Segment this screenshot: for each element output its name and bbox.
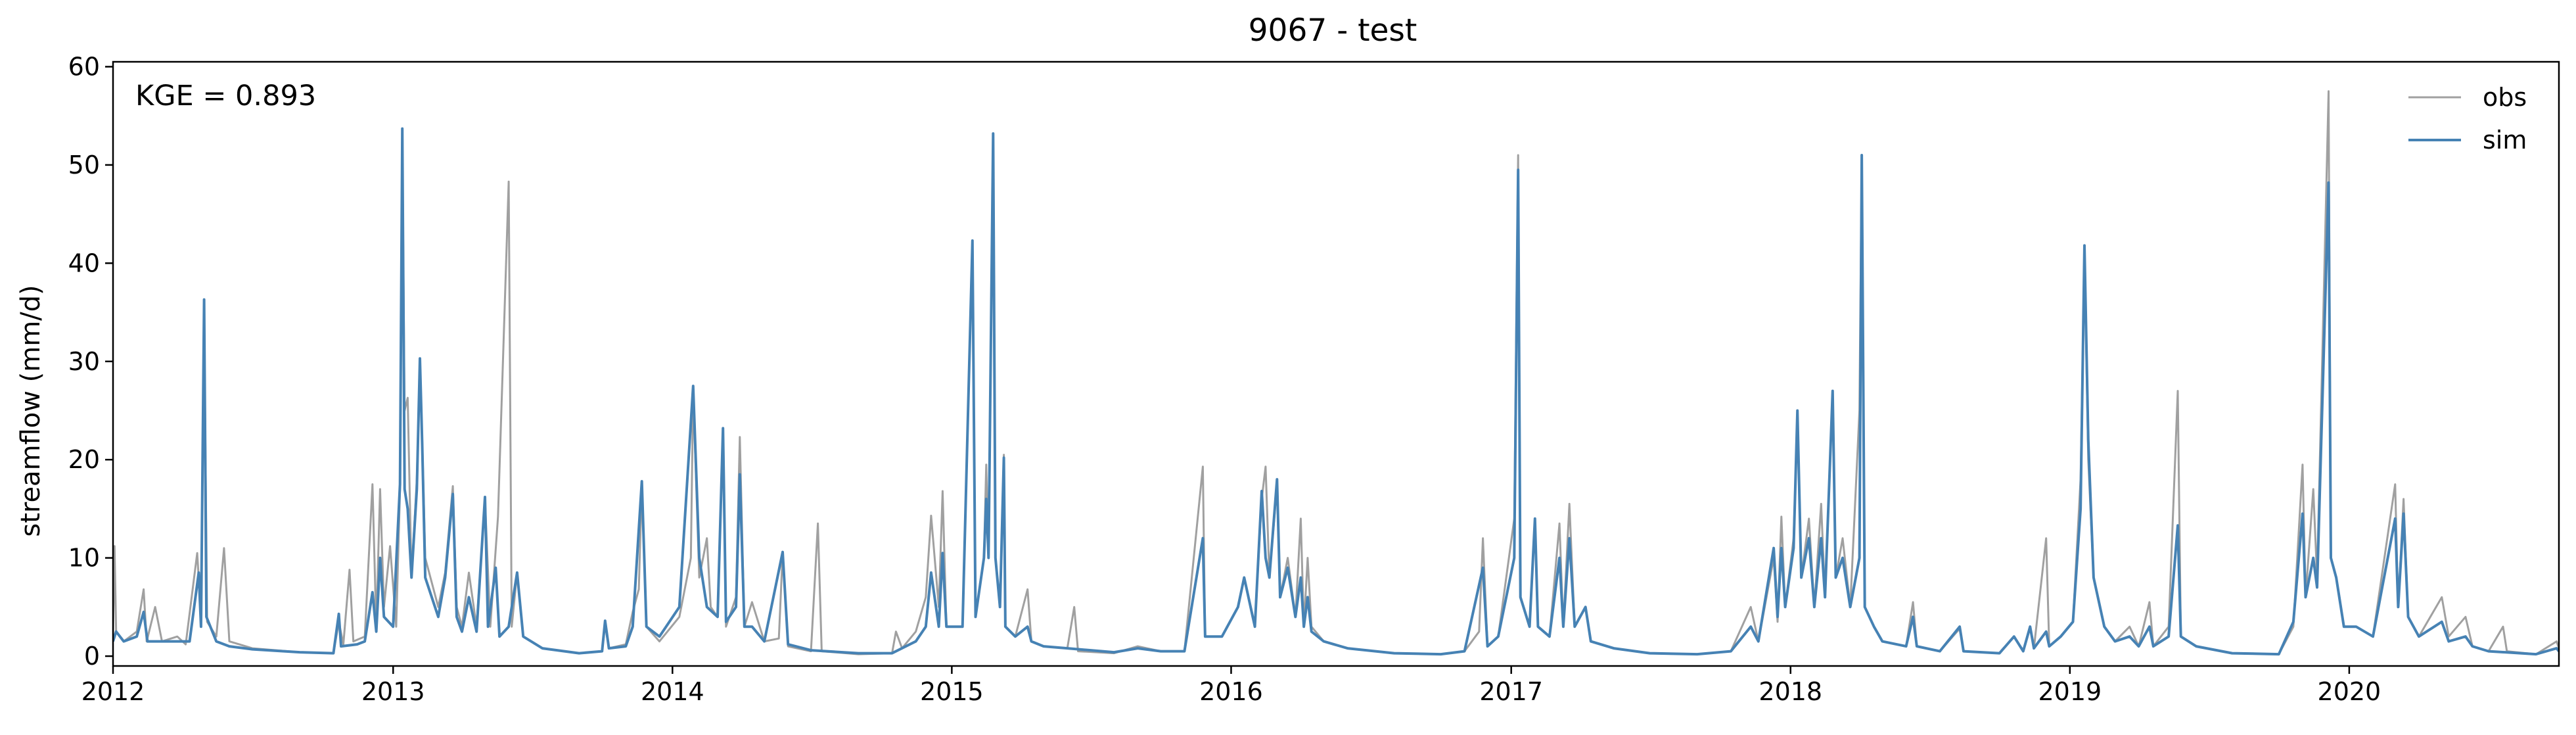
x-tick-label: 2016 [1199, 677, 1263, 706]
y-axis-label: streamflow (mm/d) [16, 285, 46, 536]
y-axis: 0 10 20 30 40 50 60 [68, 52, 113, 671]
y-tick-label: 50 [68, 151, 100, 179]
x-tick-label: 2017 [1479, 677, 1543, 706]
legend-label-sim: sim [2483, 126, 2527, 154]
kge-annotation: KGE = 0.893 [135, 80, 316, 112]
y-tick-label: 60 [68, 52, 100, 81]
x-tick-label: 2014 [641, 677, 704, 706]
x-tick-label: 2013 [361, 677, 425, 706]
series-layer [113, 90, 2559, 656]
plot-frame [112, 60, 2560, 667]
y-tick-label: 30 [68, 347, 100, 376]
x-tick-label: 2012 [81, 677, 145, 706]
x-tick-label: 2020 [2318, 677, 2381, 706]
x-axis: 2012 2013 2014 2015 2016 2017 2018 2019 2020 [81, 666, 2381, 706]
x-tick-label: 2015 [920, 677, 984, 706]
chart-title: 9067 - test [1249, 12, 1417, 49]
x-tick-label: 2019 [2038, 677, 2102, 706]
legend: obs sim [2408, 83, 2527, 154]
x-tick-label: 2018 [1759, 677, 1822, 706]
legend-label-obs: obs [2483, 83, 2527, 112]
y-tick-label: 40 [68, 249, 100, 277]
series-line-sim [113, 127, 2559, 656]
y-tick-label: 0 [84, 642, 100, 671]
y-tick-label: 20 [68, 445, 100, 474]
y-tick-label: 10 [68, 544, 100, 573]
